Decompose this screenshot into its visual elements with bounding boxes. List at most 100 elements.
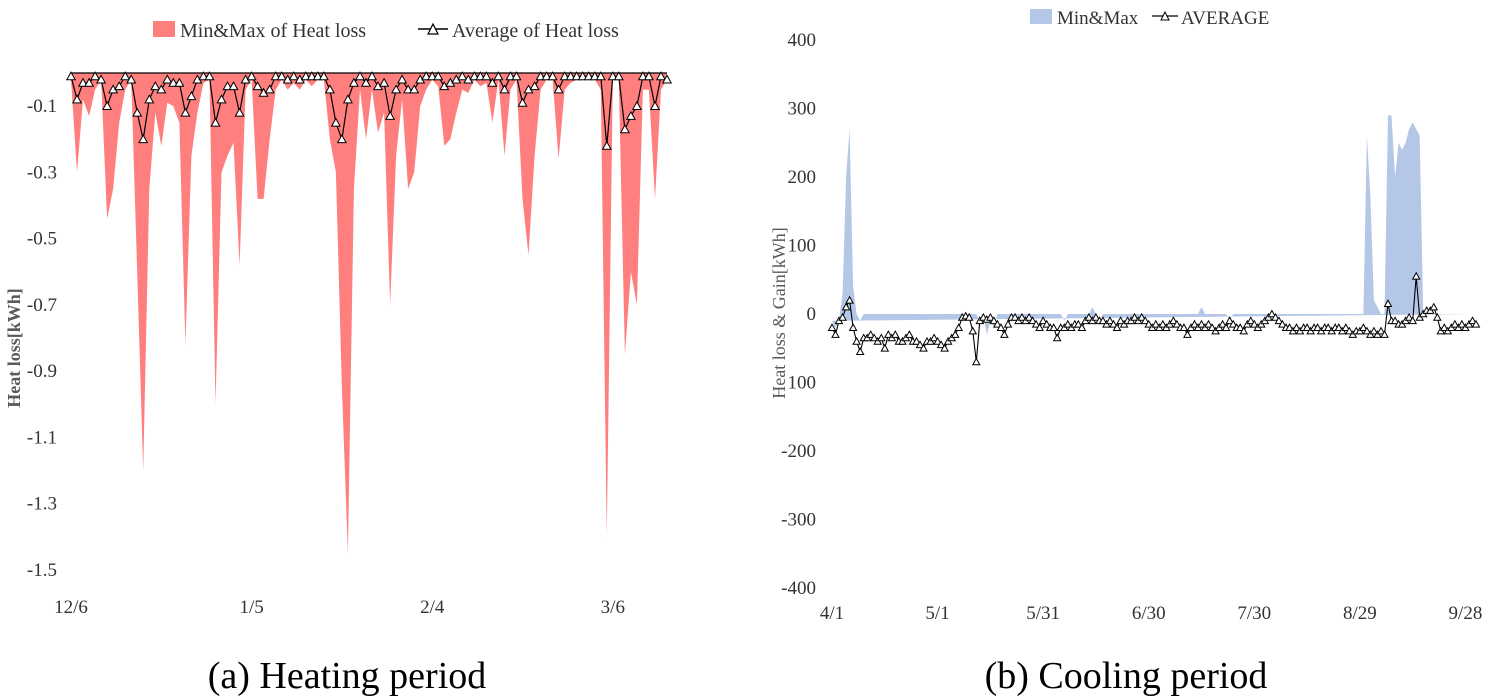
right-y-tick-label: -400 — [781, 578, 816, 599]
left-average-marker — [366, 71, 378, 81]
left-average-marker — [547, 71, 558, 81]
right-average-marker — [1432, 312, 1442, 321]
right-average-marker — [1362, 326, 1372, 335]
left-average-marker — [204, 71, 215, 81]
heating-legend-range-label: Min&Max of Heat loss — [180, 20, 366, 42]
left-x-tick-label: 12/6 — [54, 597, 88, 618]
left-average-marker — [264, 84, 275, 94]
right-average-marker — [1207, 323, 1217, 331]
right-average-marker — [1439, 323, 1449, 331]
left-average-marker — [643, 71, 654, 81]
right-average-marker — [1239, 326, 1249, 335]
left-average-marker — [162, 74, 173, 84]
left-average-marker — [336, 134, 347, 144]
left-average-marker — [276, 71, 287, 81]
cooling-legend-range-swatch — [1030, 9, 1052, 24]
right-average-marker — [1169, 316, 1178, 325]
right-average-marker — [1172, 319, 1182, 328]
right-x-tick-label: 9/28 — [1449, 603, 1483, 624]
right-average-marker — [915, 340, 925, 349]
right-average-marker — [1035, 323, 1044, 331]
heating-legend-range-swatch — [153, 21, 175, 37]
cooling-legend-range-label: Min&Max — [1057, 8, 1139, 29]
right-x-tick-label: 4/1 — [820, 603, 844, 624]
left-average-marker — [354, 71, 366, 81]
right-average-marker — [1249, 319, 1259, 328]
right-average-marker — [1000, 330, 1009, 338]
right-average-marker — [1116, 316, 1125, 325]
right-average-marker — [1049, 323, 1059, 331]
left-average-marker — [156, 84, 167, 94]
right-average-marker — [1246, 316, 1256, 325]
left-average-marker — [487, 77, 498, 87]
right-average-marker — [1225, 316, 1235, 325]
right-average-marker — [838, 312, 847, 321]
left-average-marker — [300, 71, 311, 81]
right-average-marker — [1179, 323, 1189, 331]
heating-y-ticks: -0.1 -0.3 -0.5 -0.7 -0.9 -1.1 -1.3 -1.5 — [27, 96, 57, 581]
left-average-marker — [114, 81, 125, 91]
right-average-marker — [1003, 319, 1013, 328]
right-average-marker — [1084, 312, 1094, 321]
left-average-marker — [342, 94, 353, 104]
left-average-marker — [222, 81, 233, 91]
right-average-marker — [1285, 323, 1294, 331]
right-average-marker — [954, 323, 964, 331]
heating-minmax-area-layer — [71, 73, 667, 554]
left-average-marker — [607, 71, 618, 81]
left-average-marker — [180, 107, 191, 117]
right-average-marker — [827, 323, 837, 331]
right-average-marker — [1390, 316, 1400, 325]
left-average-marker — [186, 90, 197, 101]
right-average-marker — [1278, 319, 1287, 328]
left-average-marker — [409, 84, 420, 94]
left-average-marker — [499, 84, 510, 94]
right-average-marker — [855, 347, 865, 355]
cooling-legend-average-label: AVERAGE — [1181, 8, 1269, 29]
left-average-marker — [637, 71, 648, 81]
right-average-marker — [968, 326, 978, 335]
left-average-marker — [84, 77, 95, 87]
left-average-marker — [385, 110, 396, 120]
right-average-marker — [1429, 302, 1439, 311]
right-average-marker — [933, 336, 942, 345]
right-average-marker — [852, 336, 861, 345]
right-average-marker — [986, 312, 995, 321]
right-average-marker — [1334, 323, 1344, 331]
right-average-marker — [1341, 323, 1351, 331]
right-average-marker — [1359, 323, 1368, 331]
right-average-marker — [1313, 323, 1322, 331]
left-average-marker — [613, 71, 624, 81]
caption-heating: (a) Heating period — [208, 655, 487, 697]
left-average-marker — [126, 74, 137, 84]
right-y-tick-label: 400 — [788, 30, 817, 51]
right-average-marker — [905, 330, 914, 338]
left-average-marker — [96, 74, 107, 84]
left-average-marker — [228, 81, 239, 91]
left-average-marker — [120, 71, 131, 81]
right-average-marker — [912, 336, 921, 345]
right-average-marker — [1144, 319, 1154, 328]
right-average-marker — [1204, 319, 1213, 328]
left-average-marker — [150, 81, 161, 91]
left-average-marker — [469, 71, 480, 81]
right-average-marker — [1140, 316, 1150, 325]
left-average-marker — [493, 71, 504, 81]
left-average-marker — [619, 124, 630, 134]
left-average-marker — [270, 71, 281, 81]
right-average-marker — [876, 333, 886, 342]
right-average-marker — [1105, 316, 1115, 325]
left-average-marker — [589, 71, 600, 81]
right-average-marker — [993, 319, 1002, 328]
left-x-tick-label: 2/4 — [420, 597, 445, 618]
left-average-marker — [102, 100, 113, 110]
right-average-marker — [831, 330, 840, 338]
right-average-marker — [964, 312, 974, 321]
right-average-marker — [1274, 316, 1284, 325]
right-average-marker — [1302, 323, 1312, 331]
left-average-marker — [475, 71, 486, 81]
right-average-marker — [1098, 316, 1108, 325]
right-average-marker — [1218, 319, 1227, 328]
right-average-marker — [880, 343, 890, 352]
